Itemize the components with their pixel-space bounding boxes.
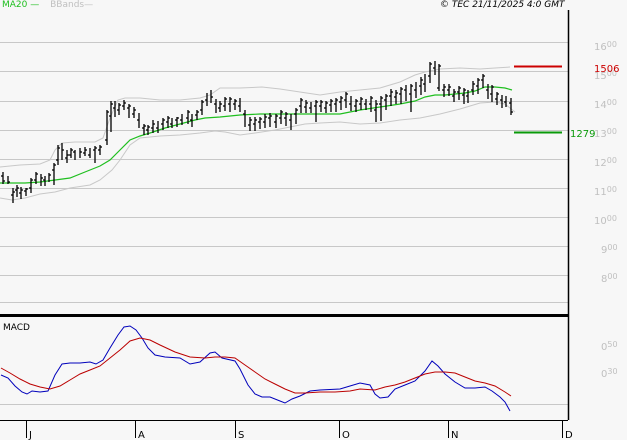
svg-text:030: 030 <box>601 367 618 380</box>
svg-text:J: J <box>28 430 32 440</box>
legend-ma20: MA20 — <box>2 0 40 10</box>
legend-bbands-label: BBands <box>50 0 85 10</box>
macd-panel-title: MACD <box>3 323 30 333</box>
chart-frame <box>0 10 570 421</box>
svg-text:O: O <box>342 430 350 440</box>
copyright-timestamp: © TEC 21/11/2025 4:0 GMT <box>440 0 565 10</box>
macd-line <box>0 325 511 412</box>
price-y-axis: 1600 1500 1400 1300 1200 1100 1000 900 8… <box>594 40 618 285</box>
svg-text:900: 900 <box>601 243 618 256</box>
price-bars <box>1 61 513 203</box>
bollinger-bands <box>0 66 516 201</box>
month-labels: J A S O N D <box>28 430 573 440</box>
svg-text:050: 050 <box>601 340 618 353</box>
resistance-label: 1506 <box>594 64 619 75</box>
svg-text:1000: 1000 <box>594 214 617 227</box>
svg-text:D: D <box>565 430 573 440</box>
signal-line <box>0 337 512 397</box>
price-gridlines <box>0 42 568 405</box>
legend-bbands: BBands— <box>50 0 94 10</box>
time-x-axis <box>26 421 563 438</box>
svg-text:1600: 1600 <box>594 40 617 53</box>
svg-text:S: S <box>238 430 244 440</box>
svg-text:1300: 1300 <box>594 127 617 140</box>
svg-text:N: N <box>451 430 458 440</box>
svg-text:800: 800 <box>601 272 618 285</box>
chart-legend: MA20 — BBands— <box>2 0 93 11</box>
svg-text:1200: 1200 <box>594 156 617 169</box>
support-label: 1279 <box>570 129 595 140</box>
macd-y-axis: 050 030 <box>601 340 618 380</box>
ma20-line <box>0 86 513 184</box>
svg-text:A: A <box>138 430 145 440</box>
svg-text:1100: 1100 <box>594 185 617 198</box>
legend-ma20-label: MA20 <box>2 0 28 10</box>
svg-text:1400: 1400 <box>594 98 617 111</box>
